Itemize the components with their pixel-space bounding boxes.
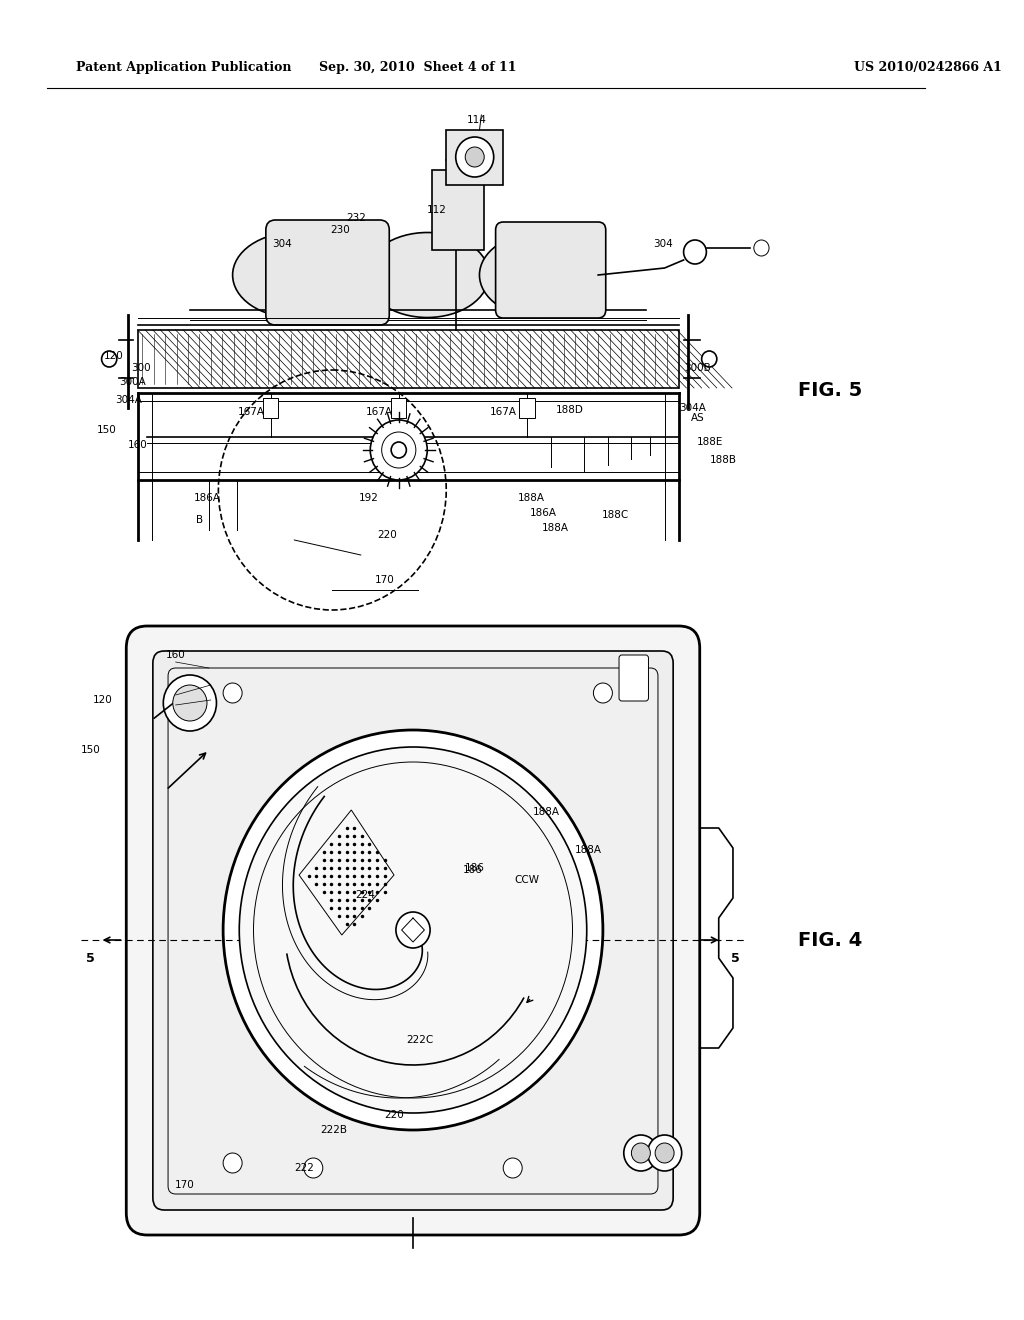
Circle shape (647, 1135, 682, 1171)
Text: 230: 230 (330, 224, 350, 235)
Text: 188A: 188A (518, 492, 545, 503)
FancyBboxPatch shape (126, 626, 699, 1236)
FancyBboxPatch shape (168, 668, 658, 1195)
Ellipse shape (366, 232, 489, 318)
Ellipse shape (232, 232, 356, 318)
Bar (137, 330, 679, 388)
Ellipse shape (479, 232, 603, 318)
Text: US 2010/0242866 A1: US 2010/0242866 A1 (854, 62, 1002, 74)
Circle shape (163, 675, 216, 731)
Text: 167A: 167A (489, 407, 517, 417)
Text: 150: 150 (80, 744, 100, 755)
Text: 188A: 188A (542, 523, 569, 533)
Text: 114: 114 (467, 115, 486, 125)
FancyBboxPatch shape (496, 222, 606, 318)
Text: 167A: 167A (239, 407, 265, 417)
Text: Patent Application Publication: Patent Application Publication (76, 62, 292, 74)
Circle shape (304, 1158, 323, 1177)
Text: Sep. 30, 2010  Sheet 4 of 11: Sep. 30, 2010 Sheet 4 of 11 (319, 62, 516, 74)
Circle shape (655, 1143, 674, 1163)
Circle shape (371, 420, 427, 480)
Text: 188A: 188A (532, 807, 559, 817)
FancyBboxPatch shape (266, 220, 389, 325)
Text: 5: 5 (86, 952, 94, 965)
Circle shape (465, 147, 484, 168)
Text: 232: 232 (346, 213, 366, 223)
Text: 167A: 167A (367, 407, 393, 417)
FancyBboxPatch shape (153, 651, 673, 1210)
Text: 300B: 300B (684, 363, 712, 374)
Text: B: B (196, 515, 203, 525)
Text: 170: 170 (375, 576, 394, 585)
Text: 160: 160 (166, 649, 185, 660)
Circle shape (382, 432, 416, 469)
Text: 220: 220 (384, 1110, 403, 1119)
Text: 188B: 188B (710, 455, 737, 465)
Circle shape (223, 1152, 242, 1173)
Text: 186: 186 (463, 865, 482, 875)
Circle shape (632, 1143, 650, 1163)
Text: AS: AS (691, 413, 705, 422)
Text: FIG. 4: FIG. 4 (798, 931, 862, 949)
Circle shape (223, 682, 242, 704)
Text: 120: 120 (92, 696, 113, 705)
Text: 304A: 304A (680, 403, 707, 413)
Text: 160: 160 (128, 440, 147, 450)
Text: 170: 170 (175, 1180, 195, 1191)
Text: 222C: 222C (407, 1035, 433, 1045)
Text: FIG. 5: FIG. 5 (798, 380, 862, 400)
Circle shape (101, 351, 117, 367)
Circle shape (391, 442, 407, 458)
Text: CCW: CCW (514, 875, 540, 884)
Circle shape (701, 351, 717, 367)
Circle shape (223, 730, 603, 1130)
Text: 186: 186 (465, 863, 484, 873)
Text: 112: 112 (427, 205, 446, 215)
Circle shape (456, 137, 494, 177)
Text: 222B: 222B (321, 1125, 348, 1135)
Circle shape (240, 747, 587, 1113)
Text: 186A: 186A (529, 508, 557, 517)
Circle shape (593, 682, 612, 704)
Text: 304A: 304A (115, 395, 141, 405)
Bar (519, 399, 535, 418)
Text: 186A: 186A (194, 492, 220, 503)
FancyBboxPatch shape (620, 655, 648, 701)
Text: 304: 304 (653, 239, 673, 249)
Text: 188D: 188D (556, 405, 584, 414)
Text: 188E: 188E (697, 437, 723, 447)
Text: 150: 150 (96, 425, 116, 436)
Text: 5: 5 (731, 952, 740, 965)
Text: 120: 120 (104, 351, 124, 360)
Bar (263, 399, 279, 418)
Text: 188A: 188A (575, 845, 602, 855)
Text: 300A: 300A (120, 378, 146, 387)
Circle shape (684, 240, 707, 264)
Bar (432, 170, 484, 249)
Text: 220: 220 (378, 531, 397, 540)
Circle shape (173, 685, 207, 721)
Text: 304: 304 (272, 239, 292, 249)
Bar (446, 129, 503, 185)
Text: 192: 192 (358, 492, 378, 503)
Text: 300: 300 (131, 363, 151, 374)
Circle shape (754, 240, 769, 256)
Circle shape (396, 912, 430, 948)
Circle shape (503, 1158, 522, 1177)
Bar (391, 399, 407, 418)
Circle shape (624, 1135, 658, 1171)
Text: 188C: 188C (602, 510, 629, 520)
Text: 222: 222 (294, 1163, 313, 1173)
Text: 224: 224 (355, 890, 376, 900)
